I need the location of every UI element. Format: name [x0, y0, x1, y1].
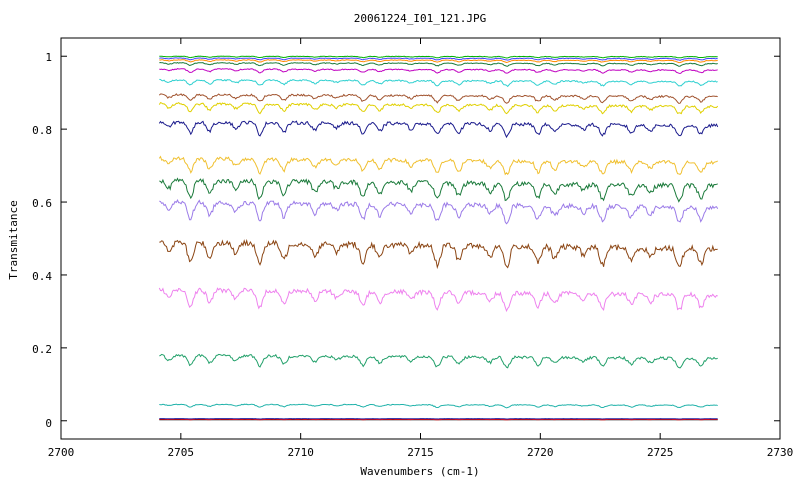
series-line-13 [159, 78, 718, 88]
y-tick-label: 0.4 [32, 270, 52, 283]
y-tick-label: 0 [45, 417, 52, 430]
series-line-6 [159, 238, 718, 270]
series-line-7 [159, 198, 719, 225]
series-line-11 [158, 101, 719, 115]
x-tick-label: 2710 [287, 446, 314, 459]
y-tick-label: 1 [45, 51, 52, 64]
x-tick-label: 2725 [647, 446, 674, 459]
y-tick-label: 0.2 [32, 343, 52, 356]
series-layer [158, 55, 719, 421]
y-tick-label: 0.6 [32, 197, 52, 210]
y-axis-title: Transmitance [7, 200, 20, 279]
x-tick-label: 2700 [48, 446, 75, 459]
series-line-10 [158, 120, 719, 139]
x-axis: 2700 2705 2710 2715 2720 2725 2730 [48, 446, 794, 459]
series-line-15 [159, 61, 718, 67]
series-line-4 [159, 353, 718, 369]
x-tick-label: 2730 [767, 446, 794, 459]
series-line-5 [158, 287, 718, 313]
y-tick-label: 0.8 [32, 124, 52, 137]
tick-marks [60, 38, 781, 439]
series-line-16 [159, 59, 718, 64]
series-line-3 [159, 403, 718, 409]
series-line-14 [159, 68, 718, 75]
series-line-8 [159, 177, 718, 203]
y-axis: 0 0.2 0.4 0.6 0.8 1 [32, 51, 52, 430]
series-line-17 [159, 57, 718, 61]
chart-title: 20061224_I01_121.JPG [354, 12, 486, 25]
x-axis-title: Wavenumbers (cm-1) [360, 465, 479, 478]
x-tick-label: 2705 [168, 446, 195, 459]
x-tick-label: 2715 [407, 446, 434, 459]
series-line-12 [158, 93, 718, 104]
series-line-18 [159, 55, 718, 59]
series-line-9 [158, 155, 718, 176]
x-tick-label: 2720 [527, 446, 554, 459]
